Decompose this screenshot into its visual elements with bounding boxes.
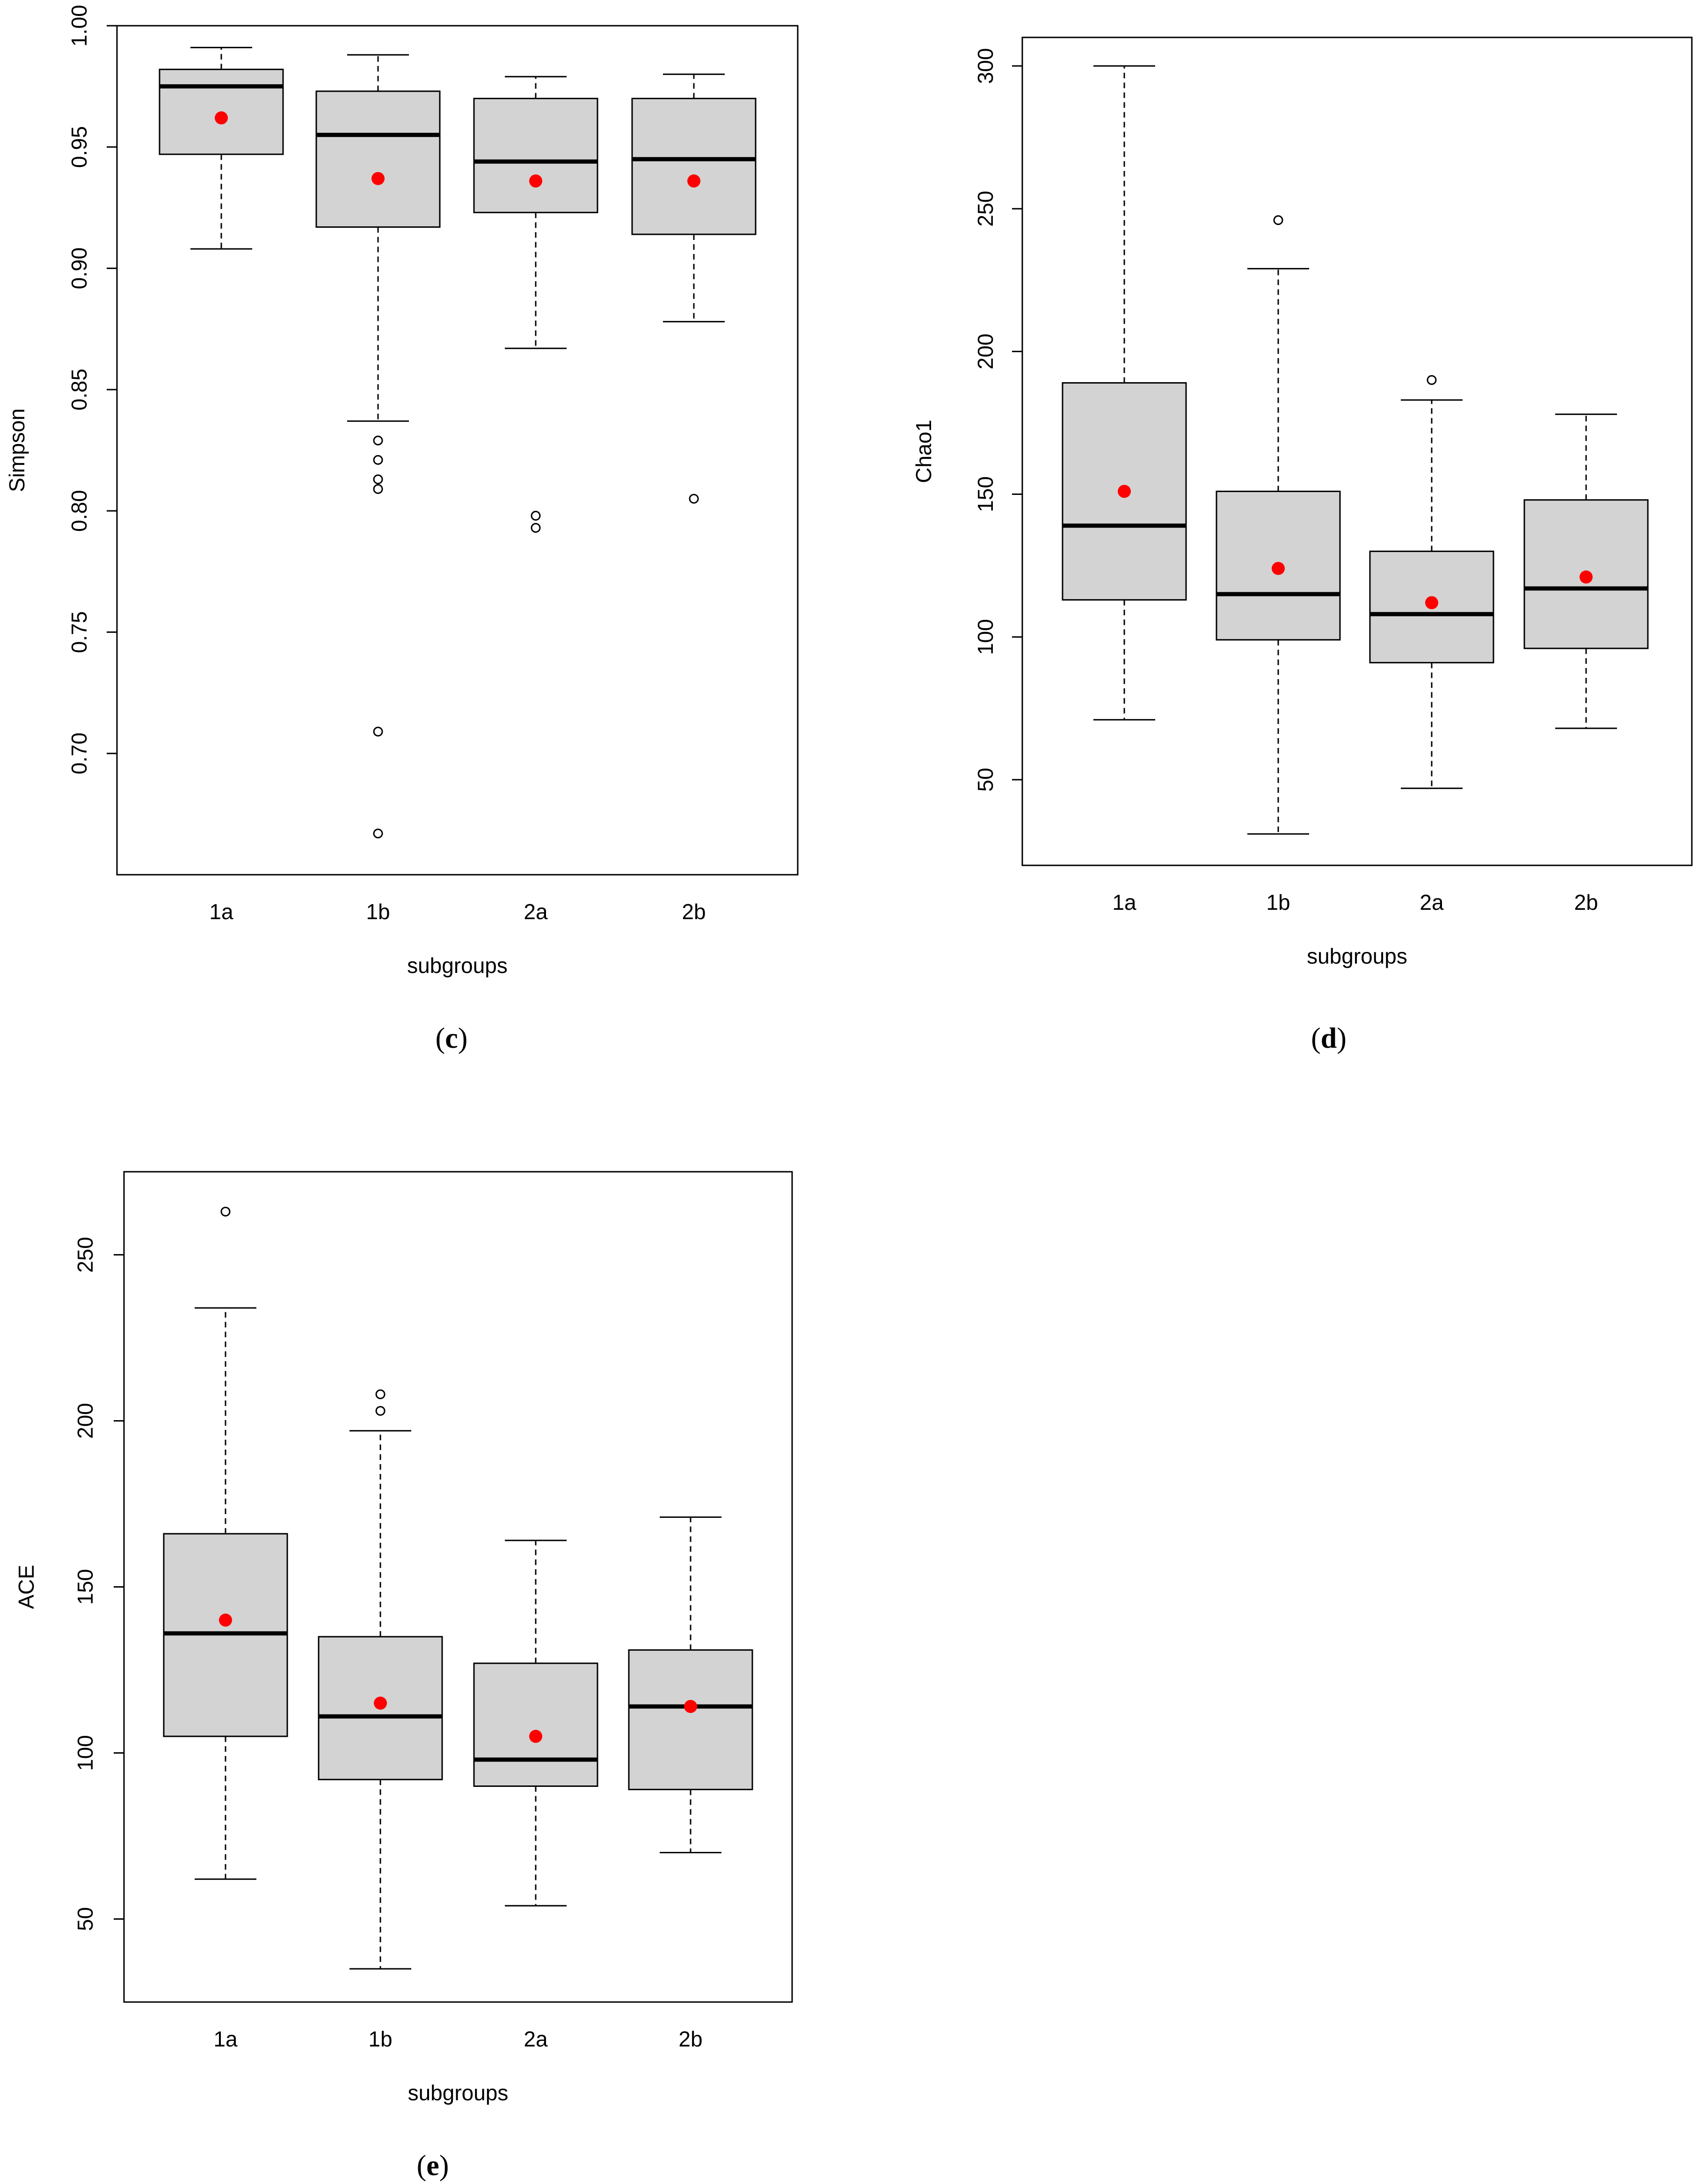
mean-point bbox=[687, 174, 700, 188]
y-tick-label: 0.75 bbox=[67, 611, 91, 653]
mean-point bbox=[371, 172, 385, 185]
outlier-point bbox=[1427, 375, 1437, 385]
outlier-point bbox=[373, 484, 383, 494]
iqr-box bbox=[628, 1649, 753, 1791]
x-tick-label: 2b bbox=[682, 900, 706, 924]
box-2b bbox=[1523, 414, 1649, 729]
y-tick-label: 200 bbox=[973, 334, 998, 370]
mean-point bbox=[215, 111, 228, 125]
outlier-point bbox=[375, 1406, 386, 1416]
outlier-point bbox=[220, 1206, 231, 1217]
y-tick-label: 0.90 bbox=[67, 247, 91, 290]
y-tick-label: 250 bbox=[973, 191, 998, 227]
box-1b bbox=[1216, 215, 1341, 835]
mean-point bbox=[1118, 485, 1131, 498]
mean-point bbox=[1425, 596, 1438, 609]
panel-label-open: ( bbox=[436, 1023, 445, 1054]
y-tick-label: 0.85 bbox=[67, 369, 91, 411]
chart-panel-d: 50 100 150 200 250 300 Chao1 1a 1b 2a 2b subgroups (… bbox=[911, 36, 1693, 1054]
iqr-box bbox=[473, 98, 598, 213]
plot-frame bbox=[1021, 36, 1693, 866]
outlier-point bbox=[373, 474, 383, 485]
x-tick-label: 2a bbox=[1420, 890, 1444, 914]
outlier-point bbox=[373, 435, 383, 446]
y-tick-label: 250 bbox=[73, 1237, 97, 1273]
mean-point bbox=[1580, 570, 1593, 584]
y-tick-label: 100 bbox=[73, 1735, 97, 1771]
iqr-box bbox=[315, 90, 441, 228]
y-tick-label: 0.70 bbox=[67, 733, 91, 775]
x-tick-label: 2b bbox=[678, 2027, 702, 2051]
box-2a bbox=[473, 76, 598, 533]
y-tick-label: 50 bbox=[973, 768, 998, 791]
panel-label: (e) bbox=[417, 2150, 449, 2182]
x-tick-label: 1a bbox=[213, 2027, 238, 2051]
box-1a bbox=[159, 47, 284, 250]
outlier-point bbox=[375, 1389, 386, 1400]
outlier-point bbox=[531, 522, 541, 533]
y-axis-title: Chao1 bbox=[911, 420, 936, 483]
mean-point bbox=[219, 1613, 232, 1627]
y-tick-label: 150 bbox=[973, 476, 998, 512]
mean-point bbox=[374, 1697, 387, 1710]
iqr-box bbox=[631, 98, 757, 235]
outlier-point bbox=[1273, 215, 1283, 225]
box-1b bbox=[315, 54, 441, 839]
iqr-box bbox=[473, 1662, 598, 1787]
panel-label-close: ) bbox=[458, 1023, 468, 1054]
y-tick-label: 150 bbox=[73, 1569, 97, 1605]
panel-label: (c) bbox=[436, 1023, 468, 1054]
box-2b bbox=[628, 1516, 753, 1853]
panel-label-letter: c bbox=[445, 1023, 458, 1054]
outlier-point bbox=[689, 493, 699, 504]
x-tick-label: 1b bbox=[366, 900, 390, 924]
y-tick-label: 200 bbox=[73, 1403, 97, 1439]
x-tick-label: 2a bbox=[524, 900, 548, 924]
box-1a bbox=[163, 1206, 288, 1880]
iqr-box bbox=[318, 1636, 443, 1780]
x-tick-label: 1a bbox=[209, 900, 233, 924]
chart-panel-c: 0.70 0.75 0.80 0.85 0.90 0.95 1.00 Simpson 1a 1b 2… bbox=[5, 5, 799, 1054]
y-tick-label: 1.00 bbox=[67, 5, 91, 47]
box-2a bbox=[473, 1539, 598, 1907]
x-tick-label: 1b bbox=[368, 2027, 392, 2051]
box-1b bbox=[318, 1389, 443, 1970]
panel-label: (d) bbox=[1311, 1023, 1347, 1054]
box-1a bbox=[1062, 65, 1187, 721]
outlier-point bbox=[373, 726, 383, 737]
x-tick-label: 1a bbox=[1112, 890, 1136, 914]
y-tick-label: 300 bbox=[973, 48, 998, 84]
box-2a bbox=[1369, 375, 1494, 789]
x-axis-title: subgroups bbox=[408, 2081, 509, 2105]
y-tick-label: 0.95 bbox=[67, 126, 91, 168]
x-tick-label: 2a bbox=[524, 2027, 548, 2051]
panel-label-open: ( bbox=[417, 2150, 427, 2182]
outlier-point bbox=[373, 455, 383, 465]
panel-label-close: ) bbox=[1337, 1023, 1347, 1054]
mean-point bbox=[1272, 562, 1285, 575]
outlier-point bbox=[531, 511, 541, 521]
y-tick-label: 100 bbox=[973, 619, 998, 655]
y-tick-label: 50 bbox=[73, 1907, 97, 1931]
mean-point bbox=[684, 1700, 697, 1713]
mean-point bbox=[529, 174, 542, 188]
x-tick-label: 2b bbox=[1574, 890, 1598, 914]
chart-panel-e: 50 100 150 200 250 ACE 1a 1b 2a 2b subgroups (e) bbox=[14, 1171, 793, 2182]
x-tick-label: 1b bbox=[1266, 890, 1290, 914]
outlier-point bbox=[373, 828, 383, 839]
y-axis-title: ACE bbox=[14, 1565, 38, 1609]
x-axis-title: subgroups bbox=[407, 953, 508, 978]
plot-frame bbox=[116, 25, 799, 876]
x-axis-title: subgroups bbox=[1307, 944, 1407, 968]
panel-label-letter: d bbox=[1321, 1023, 1337, 1054]
y-tick-label: 0.80 bbox=[67, 490, 91, 532]
y-axis-title: Simpson bbox=[5, 408, 29, 492]
mean-point bbox=[529, 1730, 542, 1743]
panel-label-close: ) bbox=[439, 2150, 449, 2182]
panel-label-letter: e bbox=[426, 2150, 439, 2182]
panel-label-open: ( bbox=[1311, 1023, 1321, 1054]
box-2b bbox=[631, 73, 757, 504]
